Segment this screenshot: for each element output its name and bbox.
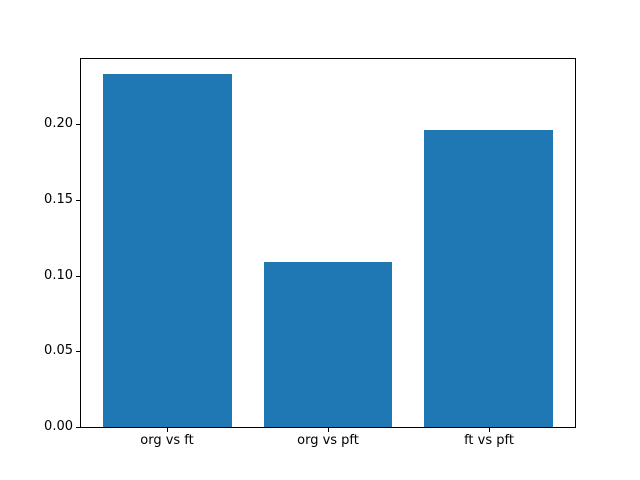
y-tick-label: 0.10	[44, 268, 73, 283]
x-tick-label-ft-vs-pft: ft vs pft	[464, 433, 514, 448]
x-tick-label-org-vs-pft: org vs pft	[297, 433, 359, 448]
y-tick-label: 0.05	[44, 343, 73, 358]
y-tick-label: 0.00	[44, 419, 73, 434]
plot-area	[80, 58, 576, 428]
x-tick-mark	[489, 428, 490, 432]
x-tick-label-org-vs-ft: org vs ft	[140, 433, 194, 448]
x-tick-mark	[328, 428, 329, 432]
bar-org-vs-pft	[263, 261, 393, 427]
y-tick-mark	[76, 351, 80, 352]
bar-org-vs-ft	[103, 74, 232, 427]
y-tick-mark	[76, 200, 80, 201]
y-tick-mark	[76, 427, 80, 428]
y-tick-label: 0.15	[44, 192, 73, 207]
y-tick-mark	[76, 276, 80, 277]
y-tick-mark	[76, 124, 80, 125]
y-tick-label: 0.20	[44, 116, 73, 131]
bar-ft-vs-pft	[424, 130, 553, 427]
x-tick-mark	[167, 428, 168, 432]
